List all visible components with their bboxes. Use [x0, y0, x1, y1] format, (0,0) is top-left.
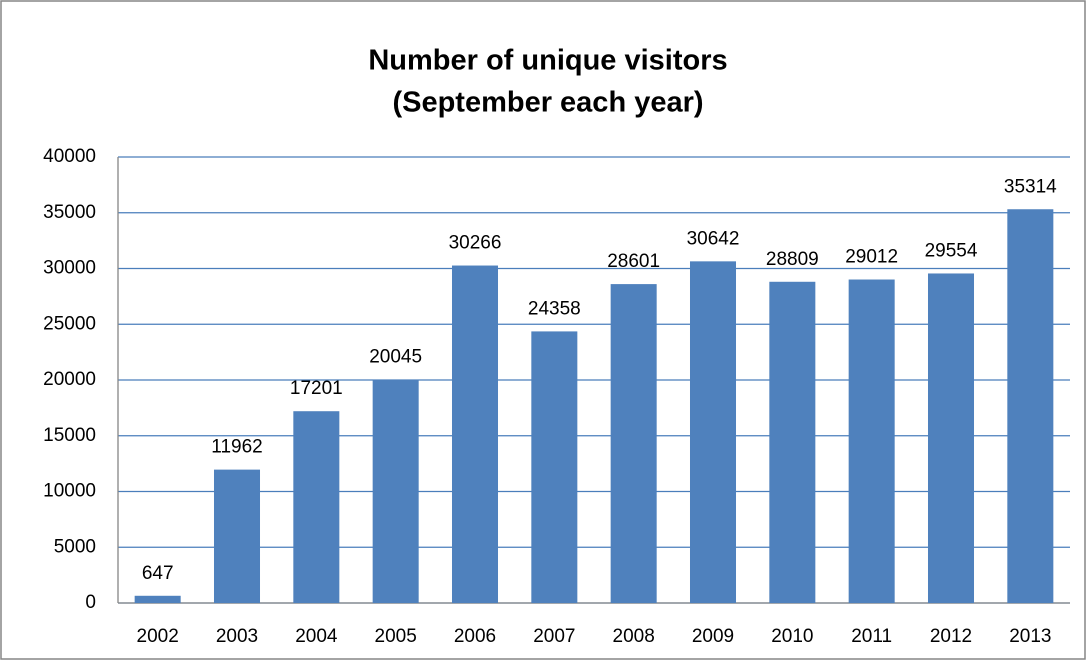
x-tick-label: 2007: [533, 626, 575, 647]
bar: [689, 261, 737, 603]
data-label: 11962: [211, 437, 262, 458]
x-tick-label: 2005: [375, 626, 417, 647]
bar: [213, 469, 261, 603]
bar: [610, 284, 657, 603]
y-tick-label: 25000: [43, 313, 96, 334]
chart-title: Number of unique visitors: [368, 45, 727, 77]
x-tick-label: 2002: [137, 626, 179, 647]
bar: [848, 279, 895, 603]
x-tick-label: 2012: [930, 626, 972, 647]
y-tick-label: 40000: [43, 146, 96, 167]
data-label: 30266: [449, 233, 502, 254]
bar: [134, 595, 181, 603]
x-tick-label: 2011: [851, 626, 892, 647]
data-label: 29554: [925, 240, 978, 261]
y-tick-label: 35000: [43, 202, 96, 223]
x-tick-label: 2009: [692, 626, 734, 647]
y-tick-label: 0: [85, 592, 96, 613]
bar: [372, 379, 419, 603]
data-label: 29012: [845, 247, 898, 268]
bar: [927, 273, 975, 603]
x-tick-label: 2010: [771, 626, 813, 647]
bar: [451, 265, 499, 603]
x-tick-label: 2006: [454, 626, 496, 647]
data-label: 17201: [290, 378, 343, 399]
bar: [293, 411, 340, 603]
data-label: 647: [142, 563, 174, 584]
data-label: 20045: [369, 347, 422, 368]
y-tick-label: 5000: [54, 536, 96, 557]
x-tick-label: 2003: [216, 626, 258, 647]
data-label: 35314: [1004, 176, 1057, 197]
bar: [769, 281, 816, 603]
bar: [1007, 209, 1054, 603]
data-label: 24358: [528, 298, 581, 319]
bar: [531, 331, 578, 603]
data-label: 30642: [687, 228, 740, 249]
y-tick-label: 15000: [43, 425, 96, 446]
data-label: 28809: [766, 249, 819, 270]
x-tick-label: 2004: [295, 626, 338, 647]
chart-title: (September each year): [392, 87, 703, 119]
x-tick-label: 2013: [1009, 626, 1051, 647]
x-tick-label: 2008: [613, 626, 655, 647]
y-tick-label: 30000: [43, 258, 96, 279]
y-tick-label: 20000: [43, 369, 96, 390]
y-tick-label: 10000: [43, 481, 96, 502]
data-label: 28601: [607, 251, 660, 272]
